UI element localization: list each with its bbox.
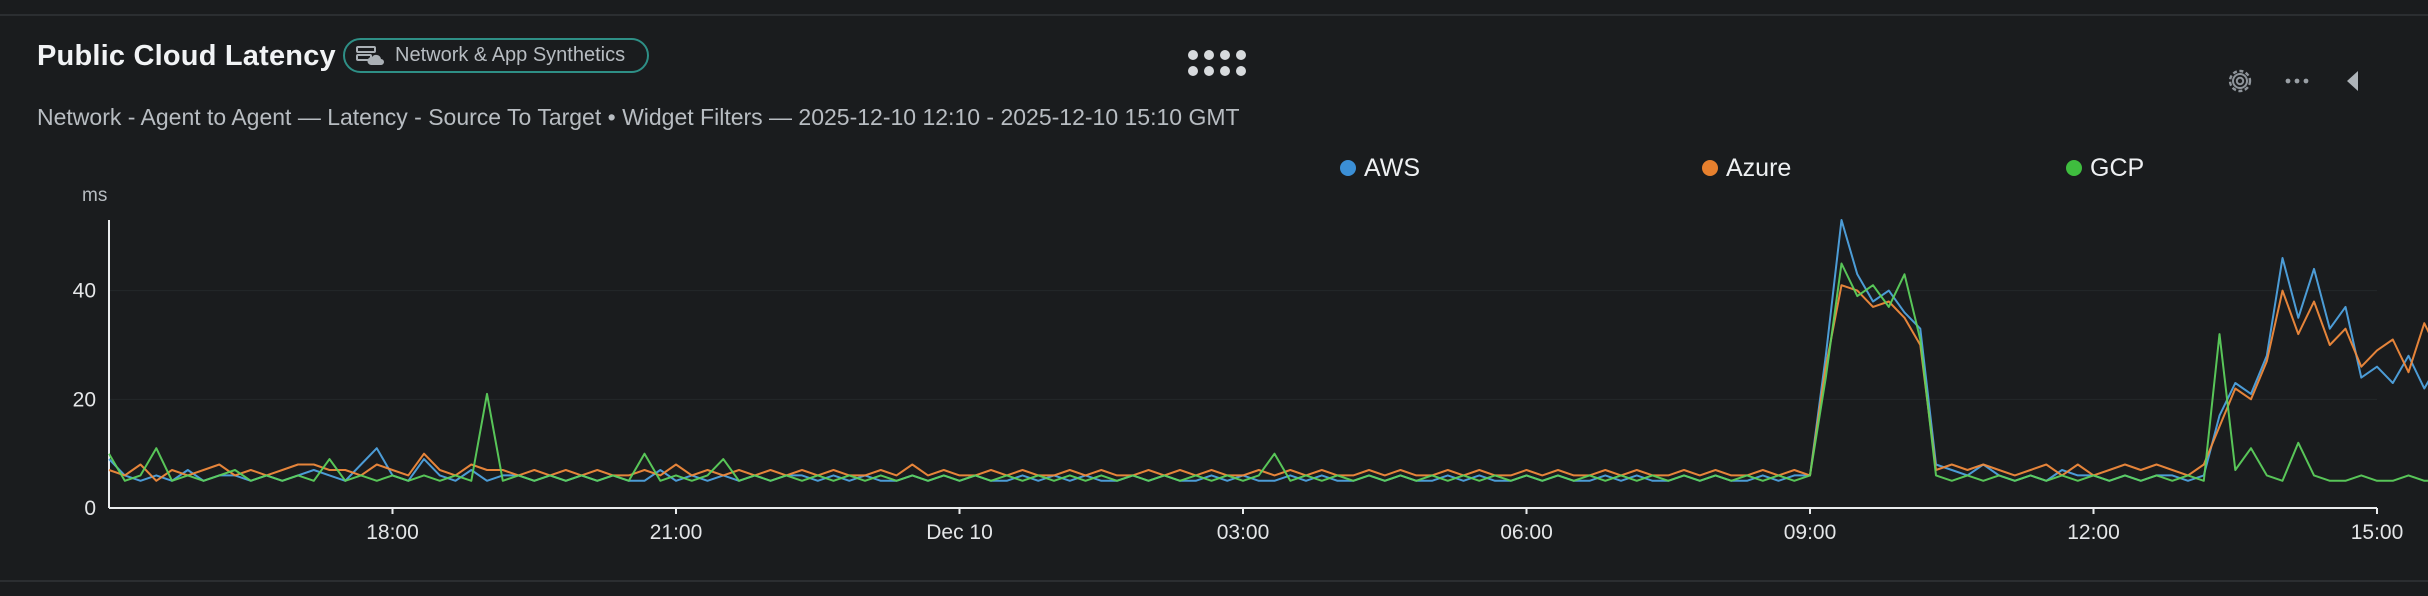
- x-tick-label: 06:00: [1500, 521, 1553, 544]
- legend-label-aws: AWS: [1364, 153, 1421, 182]
- y-tick-label: 40: [73, 280, 96, 303]
- azure-legend-dot-icon: [1702, 160, 1718, 176]
- chevron-left-icon: [2347, 71, 2358, 91]
- x-tick-label: 09:00: [1784, 521, 1837, 544]
- series-line-aws: [108, 219, 2428, 482]
- legend-label-gcp: GCP: [2090, 153, 2145, 182]
- legend-label-azure: Azure: [1726, 153, 1792, 182]
- top-divider: [0, 0, 2428, 16]
- x-tick-label: 03:00: [1217, 521, 1270, 544]
- legend-item-aws[interactable]: AWS: [1340, 153, 1420, 183]
- badge-label: Network & App Synthetics: [395, 44, 626, 66]
- gear-icon: [2228, 69, 2252, 93]
- legend-item-gcp[interactable]: GCP: [2066, 153, 2144, 183]
- series-line-azure: [108, 284, 2428, 482]
- test-type-badge[interactable]: Network & App Synthetics: [343, 38, 649, 73]
- widget-title: Public Cloud Latency: [37, 40, 336, 72]
- drag-handle-icon[interactable]: [1188, 50, 1250, 80]
- ellipsis-icon: [2285, 78, 2309, 84]
- series-line-gcp: [108, 262, 2428, 482]
- settings-button[interactable]: [2223, 64, 2257, 98]
- legend-item-azure[interactable]: Azure: [1702, 153, 1791, 183]
- widget-subtitle: Network - Agent to Agent — Latency - Sou…: [37, 104, 1240, 130]
- x-tick-label: 21:00: [650, 521, 703, 544]
- bottom-divider: [0, 580, 2428, 596]
- x-tick-label: 12:00: [2067, 521, 2120, 544]
- collapse-button[interactable]: [2336, 64, 2370, 98]
- x-tick-label: 18:00: [366, 521, 419, 544]
- chart-widget: [0, 16, 2428, 578]
- x-tick-label: 15:00: [2351, 521, 2404, 544]
- more-options-button[interactable]: [2280, 64, 2314, 98]
- x-tick-label: Dec 10: [926, 521, 993, 544]
- y-axis-unit-label: ms: [82, 185, 107, 206]
- gcp-legend-dot-icon: [2066, 160, 2082, 176]
- y-tick-label: 0: [84, 497, 96, 520]
- aws-legend-dot-icon: [1340, 160, 1356, 176]
- y-tick-label: 20: [73, 388, 96, 411]
- server-cloud-icon: [356, 45, 384, 65]
